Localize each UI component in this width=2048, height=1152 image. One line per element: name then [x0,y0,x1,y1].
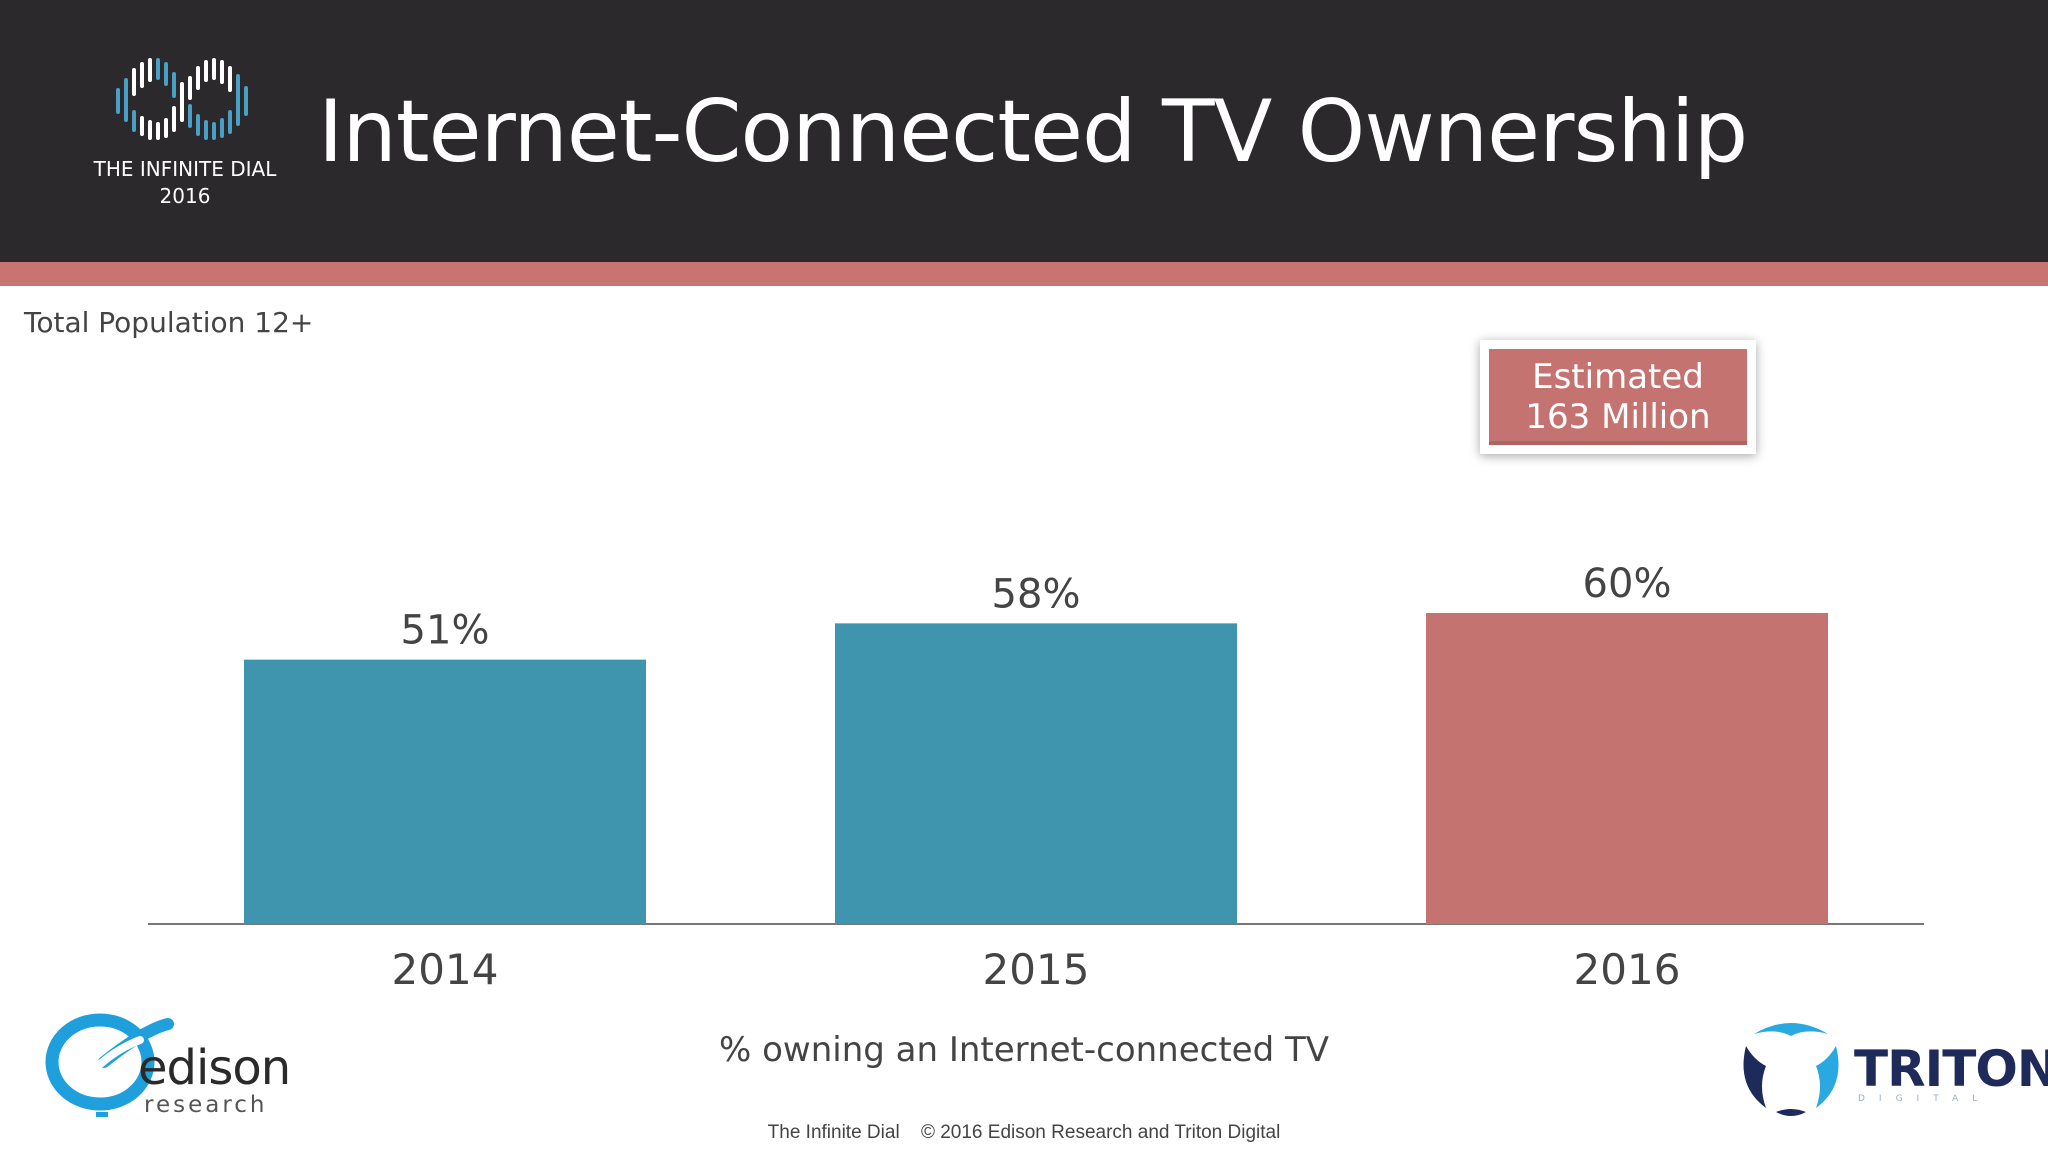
x-tick-label-2016: 2016 [1574,945,1681,994]
footer-copyright: © 2016 Edison Research and Triton Digita… [920,1122,1281,1143]
triton-swirl-icon [1743,1023,1839,1116]
infinity-logo-icon [116,58,248,140]
edison-research-logo: edison research [44,1010,304,1130]
logo-caption: THE INFINITE DIAL 2016 [70,156,300,210]
x-tick-label-2015: 2015 [983,945,1090,994]
header-bar [0,0,2048,262]
triton-name: TRITON [1854,1040,2048,1098]
bar-2015 [835,623,1237,924]
edison-name: edison [138,1040,291,1096]
logo-line-2: 2016 [159,184,211,208]
accent-stripe [0,262,2048,286]
page-title: Internet-Connected TV Ownership [318,82,1748,182]
data-label-2015: 58% [992,571,1081,617]
x-tick-label-2014: 2014 [392,945,499,994]
chart-xlabel: % owning an Internet-connected TV [719,1030,1329,1070]
bar-chart: 51% 2014 58% 2015 60% 2016 [148,561,1924,994]
edison-sub: research [144,1092,268,1118]
triton-sub: DIGITAL [1858,1094,1992,1104]
infinite-dial-logo: THE INFINITE DIAL 2016 [70,50,300,220]
population-subtitle: Total Population 12+ [24,306,314,339]
logo-line-1: THE INFINITE DIAL [93,157,277,181]
bar-2014 [244,659,646,924]
footer-source: The Infinite Dial [767,1122,900,1143]
triton-digital-logo: TRITON DIGITAL [1736,1016,2048,1120]
estimate-callout-box: Estimated 163 Million [1489,349,1747,445]
bar-2016 [1426,613,1828,924]
copyright-line: The Infinite Dial © 2016 Edison Research… [0,1122,2048,1144]
estimate-callout: Estimated 163 Million [1480,340,1756,454]
callout-line-1: Estimated [1532,357,1704,397]
callout-line-2: 163 Million [1525,397,1711,437]
data-label-2016: 60% [1583,561,1672,607]
data-label-2014: 51% [401,608,490,654]
edison-swirl-icon [45,1013,174,1117]
